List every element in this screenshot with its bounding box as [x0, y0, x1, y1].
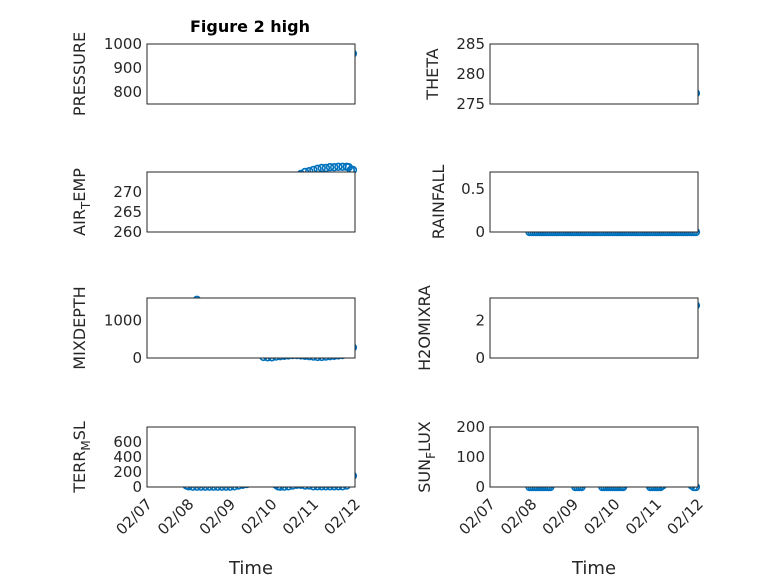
figure-title: Figure 2 high	[190, 17, 310, 36]
y-tick-label: 200	[113, 463, 142, 481]
y-tick-label: 285	[456, 35, 485, 53]
x-tick-label: 02/07	[456, 495, 499, 538]
y-axis-label: MIXDEPTH	[70, 286, 89, 369]
axes-box	[489, 171, 699, 233]
y-tick-label: 0	[475, 349, 485, 367]
y-axis-label: H2OMIXRA	[415, 285, 434, 371]
axes-box	[489, 43, 699, 105]
data-point	[321, 163, 331, 173]
y-tick-label: 260	[113, 223, 142, 241]
y-axis-label: PRESSURE	[70, 32, 89, 116]
x-axis-label-right: Time	[571, 558, 616, 579]
y-tick-label: 0	[475, 223, 485, 241]
y-tick-label: 1000	[104, 312, 142, 330]
x-tick-label: 02/09	[539, 495, 582, 538]
y-tick-label: 600	[113, 433, 142, 451]
y-tick-label: 0	[132, 478, 142, 496]
y-tick-label: 100	[456, 448, 485, 466]
x-tick-label: 02/12	[664, 495, 707, 538]
y-tick-label: 270	[113, 183, 142, 201]
x-tick-label: 02/08	[497, 495, 540, 538]
x-tick-label: 02/09	[196, 495, 239, 538]
x-tick-label: 02/08	[154, 495, 197, 538]
pressure-panel: 800 900 1000 PRESSURE	[70, 32, 358, 116]
air-temp-panel: 260 265 270 AIRTEMP	[70, 162, 358, 241]
x-tick-label: 02/10	[580, 495, 623, 538]
x-tick-label: 02/10	[237, 495, 280, 538]
y-tick-label: 800	[113, 83, 142, 101]
y-tick-label: 280	[456, 65, 485, 83]
y-tick-label: 0.5	[461, 180, 485, 198]
mixdepth-panel: 0 1000 MIXDEPTH	[70, 286, 358, 370]
axes-box	[146, 43, 356, 105]
x-tick-label: 02/12	[321, 495, 364, 538]
axes-box	[146, 171, 356, 233]
x-tick-label: 02/11	[622, 495, 665, 538]
data-point	[330, 163, 339, 172]
theta-panel: 275 280 285 THETA	[423, 35, 701, 113]
axes-box	[146, 297, 356, 359]
h2omixra-panel: 0 2 H2OMIXRA	[415, 285, 701, 371]
y-tick-label: 200	[456, 418, 485, 436]
axes-box	[489, 297, 699, 359]
y-tick-label: 265	[113, 203, 142, 221]
axes-box	[489, 426, 699, 488]
axes-box	[146, 426, 356, 488]
y-tick-label: 400	[113, 448, 142, 466]
y-tick-label: 0	[475, 478, 485, 496]
y-tick-label: 2	[475, 312, 485, 330]
y-axis-label: SUNFLUX	[415, 421, 438, 493]
y-tick-label: 0	[132, 349, 142, 367]
x-tick-label: 02/07	[113, 495, 156, 538]
rainfall-panel: 0 0.5 RAINFALL	[429, 165, 701, 241]
y-axis-label: RAINFALL	[429, 165, 448, 240]
y-tick-label: 1000	[104, 35, 142, 53]
data-point	[325, 163, 335, 172]
x-axis-label-left: Time	[228, 558, 273, 579]
y-axis-label: AIRTEMP	[70, 168, 93, 236]
y-axis-label: THETA	[423, 48, 442, 100]
y-tick-label: 900	[113, 59, 142, 77]
data-point	[334, 162, 343, 172]
x-tick-label: 02/11	[279, 495, 322, 538]
y-axis-label: TERRMSL	[70, 421, 93, 494]
y-tick-label: 275	[456, 95, 485, 113]
data-point	[317, 163, 326, 173]
